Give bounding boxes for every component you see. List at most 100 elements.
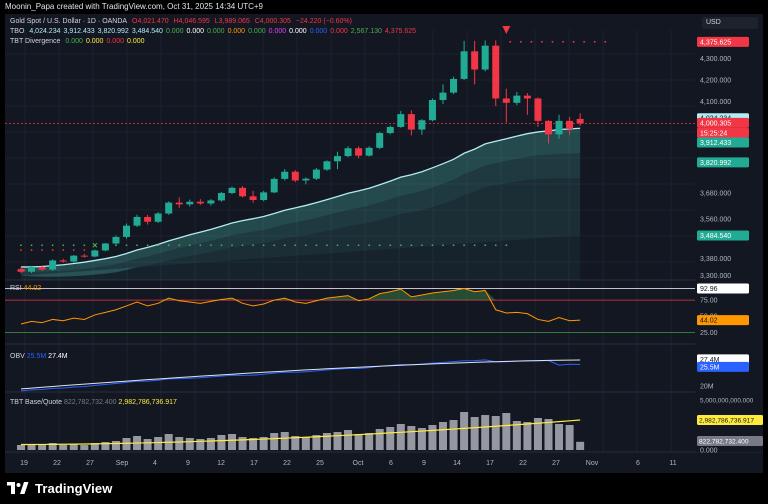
base-quote-legend[interactable]: TBT Base/Quote 822,782,732.400 2,982,786…: [10, 398, 177, 407]
tbo-value-8: 0.000: [248, 28, 266, 35]
candle-body: [70, 255, 78, 262]
resistance-dot: [541, 40, 543, 43]
divergence-legend[interactable]: TBT Divergence 0.000 0.000 0.000 0.000: [10, 37, 148, 46]
rsi-legend[interactable]: RSI 44.02: [10, 284, 41, 293]
support-dot: [178, 244, 181, 247]
symbol-name: Gold Spot / U.S. Dollar · 1D · OANDA: [10, 18, 128, 25]
base-value-badge-bg: [697, 436, 763, 446]
candle-body: [260, 192, 268, 200]
symbol-legend[interactable]: Gold Spot / U.S. Dollar · 1D · OANDA O4,…: [10, 17, 355, 26]
obv-value-2: 27.4M: [48, 353, 68, 360]
signal-dot: [72, 249, 75, 251]
tbo-value-14: 4,375.625: [384, 28, 417, 35]
base-tick-label: 0.000: [700, 448, 718, 455]
volume-bar: [502, 413, 511, 450]
candle-body: [165, 202, 173, 214]
volume-bar: [80, 445, 89, 450]
candle-body: [450, 78, 458, 93]
candle-body: [249, 196, 257, 200]
candle-body: [239, 187, 247, 197]
chart-canvas[interactable]: 4,300.000 4,200.000 4,100.000 3,680.000 3,56…: [5, 14, 763, 473]
time-tick-label: Nov: [586, 460, 599, 467]
support-dot: [188, 244, 191, 247]
candle-body: [576, 118, 584, 124]
volume-bar: [449, 420, 458, 450]
candle-body: [270, 178, 278, 193]
support-dot: [410, 244, 413, 247]
support-dot: [210, 244, 212, 247]
volume-bar: [512, 421, 521, 450]
currency-selector[interactable]: USD: [702, 17, 758, 29]
obv-legend[interactable]: OBV 25.5M 27.4M: [10, 352, 68, 361]
rsi-value-badge: 44.02: [700, 318, 718, 325]
tbo-value-4: 0.000: [165, 28, 184, 35]
support-dot: [125, 244, 128, 247]
rsi-overbought-fill: [21, 288, 581, 301]
volume-bar: [544, 419, 553, 450]
signal-dot: [62, 249, 65, 251]
volume-bar: [48, 443, 57, 450]
obv-ma-line: [20, 359, 581, 390]
volume-bar: [481, 415, 490, 450]
price-badge: 3,484.540: [700, 233, 731, 240]
base-quote-value-1: 822,782,732.400: [63, 399, 117, 406]
price-tick-label: 3,300.000: [700, 273, 731, 280]
time-tick-label: 6: [389, 460, 393, 467]
divergence-label: TBT Divergence: [10, 38, 61, 45]
support-dot: [357, 244, 360, 247]
price-badge-bg: [697, 230, 749, 241]
support-dot: [399, 244, 402, 247]
resistance-dot: [519, 40, 522, 43]
resistance-dot: [562, 40, 564, 43]
candle-body: [344, 148, 352, 157]
support-dot: [273, 244, 276, 247]
candle-body: [49, 260, 57, 270]
tbo-value-2: 3,820.992: [97, 28, 129, 35]
support-dot: [157, 244, 160, 247]
volume-bar: [555, 424, 564, 450]
volume-bar: [301, 437, 310, 450]
volume-bar: [217, 435, 226, 450]
support-dot: [368, 244, 371, 247]
tbo-value-5: 0.000: [186, 28, 205, 35]
price-badge-bg: [697, 36, 749, 47]
tbo-legend[interactable]: TBO 4,024.234 3,912.433 3,820.992 3,484.540…: [10, 27, 419, 36]
support-dot: [421, 244, 423, 247]
support-dot: [252, 244, 255, 247]
support-dot: [41, 244, 43, 247]
volume-bar: [523, 422, 532, 450]
price-badge: 15:25:24: [700, 130, 727, 137]
candle-body: [59, 260, 67, 262]
chart-area[interactable]: 4,300.000 4,200.000 4,100.000 3,680.000 3,56…: [5, 14, 763, 473]
ohlc-close: C4,000.305: [254, 18, 291, 25]
volume-bar: [354, 434, 363, 450]
obv-tick-label: 20M: [700, 384, 714, 391]
volume-bar: [365, 433, 374, 450]
time-tick-label: Sep: [116, 460, 129, 467]
tradingview-logo[interactable]: TradingView: [7, 480, 112, 496]
candle-body: [460, 51, 468, 79]
candle-body: [91, 250, 99, 257]
candle-body: [566, 120, 574, 129]
candle-body: [502, 98, 510, 103]
volume-bar: [576, 441, 585, 450]
volume-bar: [417, 428, 426, 450]
candle-body: [481, 45, 489, 70]
price-tick-label: 4,300.000: [700, 56, 731, 63]
support-dot: [62, 244, 65, 247]
support-dot: [347, 244, 349, 247]
support-dot: [231, 244, 233, 247]
volume-bar: [196, 439, 205, 450]
divergence-value-2: 0.000: [106, 38, 124, 45]
volume-bar: [90, 443, 99, 450]
candle-body: [428, 100, 436, 121]
candle-body: [376, 133, 384, 148]
tbo-fast-line: [21, 127, 581, 268]
candle-body: [112, 236, 120, 244]
tbo-value-9: 0.000: [268, 28, 287, 35]
tbo-label: TBO: [10, 28, 25, 35]
candle-body: [17, 269, 25, 272]
base-tick-label: 5,000,000,000.000: [700, 398, 754, 405]
divergence-value-1: 0.000: [85, 38, 104, 45]
support-dot: [442, 244, 444, 247]
